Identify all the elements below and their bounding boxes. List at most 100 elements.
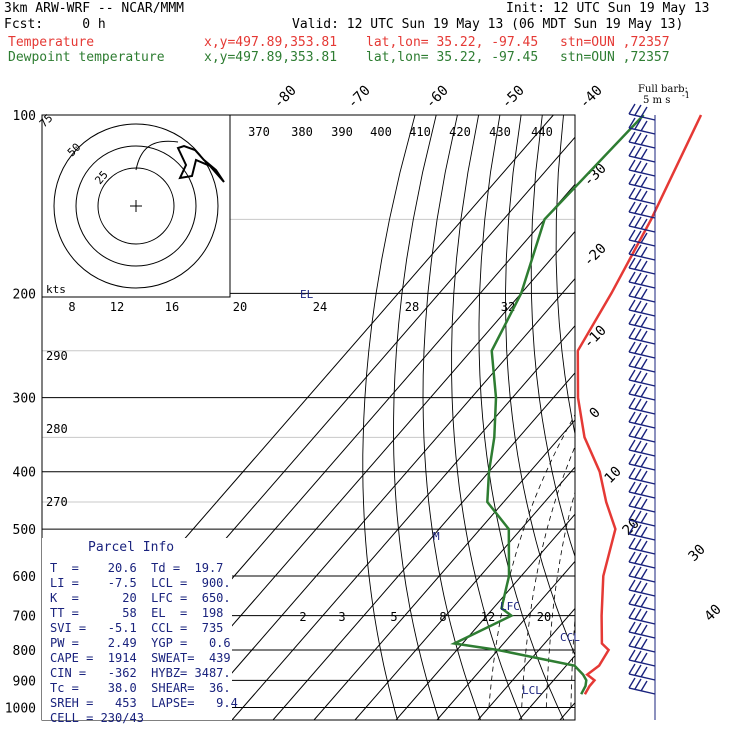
dewpoint-xy: x,y=497.89,353.81 bbox=[204, 50, 338, 65]
wind-barb-flag bbox=[640, 386, 648, 398]
isotherm-label-10: 10 bbox=[602, 464, 625, 487]
parcel-info-row: SREH = 453 LAPSE= 9.4 bbox=[50, 696, 238, 710]
wind-barb-shaft bbox=[628, 211, 656, 219]
wind-barb-shaft bbox=[628, 337, 656, 345]
wind-barb-flag bbox=[628, 397, 636, 409]
wind-barb-shaft bbox=[628, 533, 656, 541]
wind-barb-flag bbox=[628, 565, 636, 577]
wind-barb-flag bbox=[640, 204, 648, 216]
mixing-ratio-lower-8: 8 bbox=[439, 610, 446, 624]
temperature-legend: Temperature bbox=[8, 35, 95, 50]
adiabat-380 bbox=[691, 115, 740, 720]
wind-barb-shaft bbox=[628, 519, 656, 527]
wind-barb-flag bbox=[628, 537, 636, 549]
wind-barb-flag bbox=[628, 453, 636, 465]
wind-barb-shaft bbox=[628, 281, 656, 289]
wind-barb-flag bbox=[628, 271, 636, 283]
wind-barb-shaft bbox=[628, 127, 656, 135]
theta-label-370: 370 bbox=[248, 125, 270, 139]
parcel-info-title: Parcel Info bbox=[88, 540, 175, 555]
wind-barb-flag bbox=[634, 678, 642, 690]
wind-barb-flag bbox=[628, 649, 636, 661]
barb-legend-sup: -1 bbox=[682, 91, 690, 100]
wind-barb-flag bbox=[634, 412, 642, 424]
adiabat-320 bbox=[555, 115, 575, 437]
parcel-info-row: LI = -7.5 LCL = 900. bbox=[50, 576, 231, 590]
wind-barb-shaft bbox=[628, 379, 656, 387]
theta-label-390: 390 bbox=[331, 125, 353, 139]
theta-label-420: 420 bbox=[449, 125, 471, 139]
m-label: M bbox=[433, 530, 440, 543]
parcel-info-bg bbox=[42, 538, 232, 720]
wind-barb-flag bbox=[628, 159, 636, 171]
wind-barb-flag bbox=[634, 146, 642, 158]
wind-barb-flag bbox=[634, 272, 642, 284]
parcel-info-row: SVI = -5.1 CCL = 735 bbox=[50, 621, 224, 635]
wind-barb-flag bbox=[628, 215, 636, 227]
wind-barb-flag bbox=[628, 131, 636, 143]
mixing-ratio-lower-5: 5 bbox=[390, 610, 397, 624]
mixing-ratio-upper-12: 12 bbox=[110, 300, 124, 314]
wind-barb-flag bbox=[640, 190, 648, 202]
wind-barb-shaft bbox=[628, 225, 656, 233]
model-title: 3km ARW-WRF -- NCAR/MMM bbox=[4, 1, 185, 16]
wind-barb-shaft bbox=[628, 267, 656, 275]
wind-barb-flag bbox=[628, 635, 636, 647]
pressure-tick-400: 400 bbox=[13, 466, 36, 481]
ccl-label: CCL bbox=[560, 631, 580, 644]
wind-barb-shaft bbox=[628, 393, 656, 401]
wind-barb-flag bbox=[640, 624, 648, 636]
isotherm--40 bbox=[313, 419, 575, 720]
isotherm-0 bbox=[477, 607, 575, 720]
wind-barb-flag bbox=[640, 400, 648, 412]
wind-barb-shaft bbox=[628, 673, 656, 681]
wind-barb-flag bbox=[640, 120, 648, 132]
wind-barb-flag bbox=[628, 341, 636, 353]
isotherm-label--40: -40 bbox=[577, 83, 606, 112]
wind-barb-flag bbox=[628, 551, 636, 563]
wind-barb-flag bbox=[640, 596, 648, 608]
wind-barb-shaft bbox=[628, 309, 656, 317]
wind-barb-flag bbox=[634, 230, 642, 242]
wind-barb-flag bbox=[634, 650, 642, 662]
wind-barb-flag bbox=[628, 439, 636, 451]
adiabat-360 bbox=[648, 115, 740, 720]
parcel-info-row: CIN = -362 HYBZ= 3487. bbox=[50, 666, 231, 680]
theta-label-380: 380 bbox=[291, 125, 313, 139]
wind-barb-flag bbox=[628, 285, 636, 297]
parcel-info-row: CELL = 230/43 bbox=[50, 711, 144, 725]
wind-barb-flag bbox=[634, 132, 642, 144]
hodograph-ring-50 bbox=[75, 145, 197, 267]
hodograph-units: kts bbox=[46, 283, 66, 296]
wind-barb-flag bbox=[628, 187, 636, 199]
wind-barb-flag bbox=[628, 313, 636, 325]
wind-barb-flag bbox=[634, 566, 642, 578]
isotherm-label--50: -50 bbox=[499, 83, 528, 112]
wind-barb-flag bbox=[640, 540, 648, 552]
parcel-info-row: Tc = 38.0 SHEAR= 36. bbox=[50, 681, 231, 695]
temperature-xy: x,y=497.89,353.81 bbox=[204, 35, 338, 50]
mixing-ratio-upper-28: 28 bbox=[405, 300, 419, 314]
adiabat-250 bbox=[362, 115, 416, 720]
wind-barbs bbox=[628, 103, 656, 720]
wind-barb-flag bbox=[640, 260, 648, 272]
valid-time: Valid: 12 UTC Sun 19 May 13 (06 MDT Sun … bbox=[292, 17, 684, 32]
wind-barb-flag bbox=[640, 638, 648, 650]
temperature-series bbox=[576, 114, 703, 695]
wind-barb-shaft bbox=[628, 141, 656, 149]
adiabat-280 bbox=[451, 115, 523, 720]
wind-barb-flag bbox=[640, 316, 648, 328]
wind-barb-flag bbox=[634, 342, 642, 354]
temperature-latlon: lat,lon= 35.22, -97.45 bbox=[366, 35, 539, 50]
wind-barb-shaft bbox=[628, 505, 656, 513]
wind-barb-flag bbox=[640, 428, 648, 440]
wind-barb-flag bbox=[628, 257, 636, 269]
wind-barb-flag bbox=[634, 636, 642, 648]
adiabat-340 bbox=[604, 115, 740, 720]
adiabat-290 bbox=[478, 115, 565, 720]
wind-barb-flag bbox=[628, 327, 636, 339]
init-time: Init: 12 UTC Sun 19 May 13 bbox=[506, 1, 710, 16]
mixing-ratio-lower-12: 12 bbox=[481, 610, 495, 624]
wind-barb-flag bbox=[640, 498, 648, 510]
adiabat-300 bbox=[505, 115, 575, 657]
